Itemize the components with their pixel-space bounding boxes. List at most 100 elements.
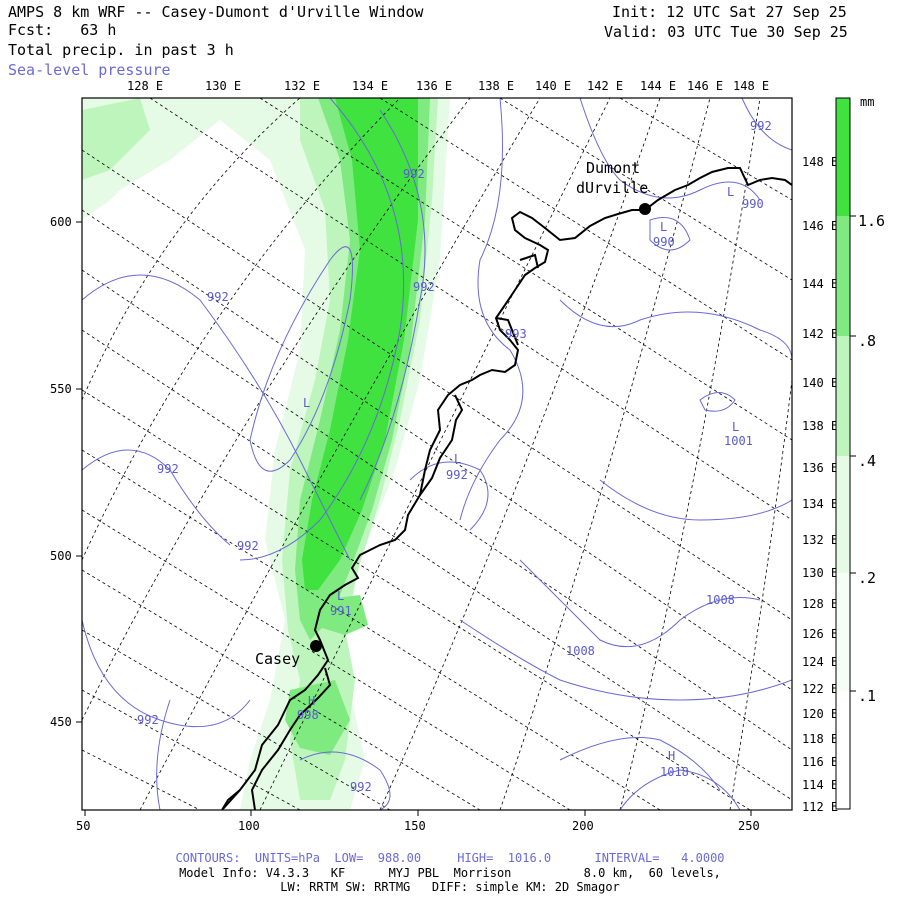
map-frame — [81, 97, 793, 811]
meridian-line — [82, 98, 301, 401]
map-area — [82, 98, 792, 810]
colorbar-frame — [835, 97, 851, 810]
contour-label: 992 — [750, 119, 772, 133]
parallel-line — [82, 209, 792, 691]
contour-label: 992 — [207, 290, 229, 304]
lon-label: 134 E — [802, 497, 838, 511]
isobar — [82, 274, 351, 561]
meridian-line — [379, 98, 661, 810]
x-tick-label: 150 — [404, 819, 426, 833]
isobar — [409, 461, 489, 531]
contour-label: 992 — [446, 468, 468, 482]
lon-label: 140 E — [535, 79, 571, 93]
lon-label: 120 E — [802, 707, 838, 721]
meridian-line — [729, 379, 792, 810]
isobar — [741, 98, 792, 151]
isobar — [459, 619, 792, 701]
contour-label: 991 — [330, 604, 352, 618]
colorbar-label: .1 — [858, 687, 876, 705]
precip-light-nw — [82, 98, 150, 180]
y-tick-label: 500 — [50, 549, 72, 563]
isobar — [699, 392, 736, 412]
isobar — [559, 737, 721, 791]
low-center-marker: L — [454, 452, 461, 466]
contour-label: 990 — [742, 197, 764, 211]
forecast-hour: Fcst: 63 h — [8, 21, 117, 39]
isobar — [239, 98, 405, 561]
y-tick-label: 450 — [50, 715, 72, 729]
contour-label: 993 — [505, 327, 527, 341]
lon-label: 128 E — [127, 79, 163, 93]
lon-label: 138 E — [478, 79, 514, 93]
contour-label: 1018 — [660, 765, 689, 779]
precip-mid-casey — [320, 595, 368, 635]
coastline-inner — [495, 253, 539, 346]
colorbar-label: .4 — [858, 452, 876, 470]
x-tick-label: 50 — [76, 819, 90, 833]
lon-label: 146 E — [802, 219, 838, 233]
lon-label: 130 E — [205, 79, 241, 93]
durville-label: dUrville — [576, 179, 648, 197]
isobar — [156, 699, 171, 810]
dumont-label: Dumont — [586, 159, 640, 177]
parallel-line — [82, 149, 792, 621]
x-axis-ticks — [84, 810, 752, 816]
y-tick-label: 600 — [50, 215, 72, 229]
parallel-line — [82, 749, 201, 810]
colorbar-unit: mm — [860, 95, 874, 109]
isobar — [599, 479, 792, 521]
coastline-path — [221, 167, 792, 810]
isobar — [249, 246, 353, 472]
contour-label: 1008 — [706, 593, 735, 607]
map-title: AMPS 8 km WRF -- Casey-Dumont d'Urville … — [8, 3, 424, 21]
colorbar: mm 1.6 .8 .4 .2 .1 — [835, 95, 885, 810]
coastline — [221, 167, 792, 810]
coastline-inner — [419, 394, 464, 496]
lon-label: 142 E — [802, 327, 838, 341]
lon-label: 148 E — [802, 155, 838, 169]
low-center-marker: L — [303, 396, 310, 410]
meridian-line — [499, 98, 711, 810]
init-time: Init: 12 UTC Sat 27 Sep 25 — [612, 3, 847, 21]
colorbar-swatch-below — [836, 691, 850, 809]
lon-label: 146 E — [687, 79, 723, 93]
casey-marker — [310, 640, 322, 652]
lon-label: 118 E — [802, 732, 838, 746]
right-longitude-labels: 148 E 146 E 144 E 142 E 140 E 138 E 136 … — [802, 155, 838, 814]
isobar — [579, 98, 761, 201]
x-tick-label: 250 — [738, 819, 760, 833]
contour-label: 992 — [403, 167, 425, 181]
contour-label: 990 — [653, 235, 675, 249]
lon-label: 138 E — [802, 419, 838, 433]
dumont-durville-marker — [639, 203, 651, 215]
casey-label: Casey — [255, 650, 300, 668]
isobar — [82, 619, 251, 728]
isobar — [559, 299, 792, 361]
isobar — [619, 769, 741, 810]
model-info: Model Info: V4.3.3 KF MYJ PBL Morrison 8… — [179, 866, 721, 880]
contour-label: 992 — [237, 539, 259, 553]
lon-label: 136 E — [802, 461, 838, 475]
isobar — [299, 751, 391, 810]
y-axis-labels: 600 550 500 450 — [50, 215, 72, 729]
low-center-marker: L — [732, 420, 739, 434]
overlay-name: Sea-level pressure — [8, 61, 171, 79]
lon-label: 136 E — [416, 79, 452, 93]
low-center-marker: L — [660, 220, 667, 234]
lon-label: 124 E — [802, 655, 838, 669]
low-center-marker: L — [727, 185, 734, 199]
lon-label: 128 E — [802, 597, 838, 611]
precip-mid-south — [285, 680, 350, 755]
lon-label: 112 E — [802, 800, 838, 814]
lon-label: 114 E — [802, 778, 838, 792]
colorbar-swatch-1-6 — [836, 98, 850, 216]
meridian-line — [259, 98, 611, 810]
contour-label: 1001 — [724, 434, 753, 448]
x-tick-label: 100 — [238, 819, 260, 833]
contour-labels: 992 992 992 993 992 992 992 992 990 990 … — [137, 119, 772, 794]
meridian-line — [82, 98, 471, 721]
lon-label: 132 E — [284, 79, 320, 93]
meridian-line — [619, 98, 761, 810]
lon-label: 140 E — [802, 376, 838, 390]
